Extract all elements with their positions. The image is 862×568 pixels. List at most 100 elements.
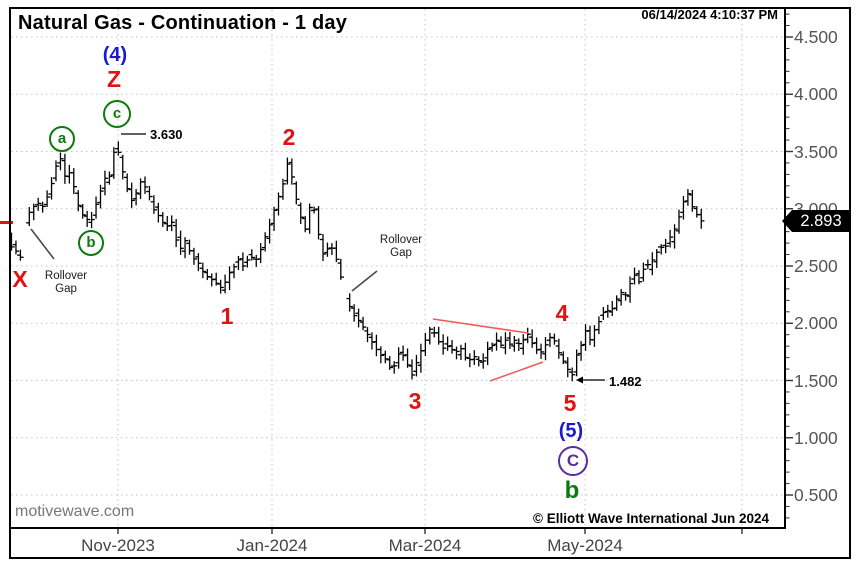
ohlc-bar bbox=[386, 356, 393, 370]
ohlc-bar bbox=[462, 342, 469, 361]
ohlc-bar bbox=[79, 204, 86, 219]
ohlc-bar bbox=[101, 170, 109, 196]
ohlc-bar bbox=[333, 240, 340, 263]
ohlc-bar bbox=[270, 206, 278, 231]
ohlc-bar bbox=[528, 329, 536, 348]
ohlc-bar bbox=[439, 334, 447, 355]
ohlc-bar bbox=[569, 367, 576, 382]
ohlc-bar bbox=[110, 147, 118, 179]
watermark: motivewave.com bbox=[15, 503, 135, 520]
ohlc-bar bbox=[150, 195, 158, 214]
ohlc-bar bbox=[244, 255, 251, 268]
ohlc-bar bbox=[444, 336, 451, 351]
ohlc-bar bbox=[475, 356, 482, 367]
gap-pointer-line bbox=[351, 270, 378, 292]
ohlc-bar bbox=[217, 279, 224, 294]
ohlc-bar bbox=[502, 332, 509, 355]
ohlc-bar bbox=[484, 341, 491, 366]
last-price-value: 2.893 bbox=[800, 212, 842, 230]
callout-arrowhead-icon bbox=[576, 376, 583, 384]
ohlc-bar bbox=[613, 295, 620, 311]
ohlc-bar bbox=[577, 341, 585, 361]
ohlc-bar bbox=[324, 242, 331, 257]
ohlc-bar bbox=[395, 347, 402, 369]
ohlc-bar bbox=[266, 218, 273, 244]
ohlc-bar bbox=[52, 160, 60, 182]
ohlc-bar bbox=[92, 196, 100, 219]
ohlc-bar bbox=[288, 158, 296, 185]
ohlc-bar bbox=[30, 203, 37, 221]
ohlc-bar bbox=[600, 306, 607, 320]
ohlc-bar bbox=[675, 209, 683, 234]
ohlc-bar bbox=[555, 338, 563, 359]
ohlc-bar bbox=[564, 357, 571, 378]
ohlc-bar bbox=[399, 345, 407, 361]
ohlc-bar bbox=[471, 350, 478, 365]
ohlc-bar bbox=[506, 331, 514, 349]
ohlc-bar bbox=[684, 189, 692, 206]
ohlc-bar bbox=[364, 327, 371, 343]
annotation-lines bbox=[0, 133, 605, 384]
ohlc-bar bbox=[146, 185, 153, 201]
ohlc-bar bbox=[573, 349, 580, 377]
ohlc-bar bbox=[230, 263, 238, 279]
ohlc-bar bbox=[97, 184, 104, 209]
ohlc-bar bbox=[190, 247, 198, 265]
ohlc-bar bbox=[355, 308, 362, 328]
copyright: © Elliott Wave International Jun 2024 bbox=[533, 511, 769, 526]
ohlc-bar bbox=[70, 168, 77, 195]
badge-arrow-icon bbox=[782, 210, 792, 232]
gridlines bbox=[11, 9, 784, 527]
ohlc-bar bbox=[181, 237, 189, 259]
plot-background[interactable] bbox=[10, 8, 785, 528]
ohlc-bar bbox=[213, 272, 220, 286]
ohlc-bar bbox=[626, 276, 634, 303]
ohlc-bar bbox=[119, 154, 126, 180]
ohlc-bar bbox=[284, 157, 291, 185]
ohlc-bar bbox=[199, 262, 207, 279]
ohlc-bar bbox=[560, 351, 567, 365]
ohlc-bar bbox=[658, 244, 665, 255]
ohlc-bar bbox=[177, 230, 184, 255]
last-price-badge: 2.893 bbox=[782, 210, 850, 232]
ohlc-bar bbox=[671, 224, 678, 249]
ohlc-bar bbox=[377, 346, 385, 364]
ohlc-bar bbox=[195, 253, 202, 272]
ohlc-bar bbox=[43, 190, 51, 207]
trendline bbox=[432, 318, 529, 334]
ohlc-bar bbox=[257, 243, 264, 264]
ohlc-bar bbox=[315, 206, 322, 240]
ohlc-bar bbox=[537, 343, 545, 359]
ohlc-bar bbox=[75, 190, 82, 212]
ohlc-bar bbox=[310, 206, 318, 214]
ohlc-bar bbox=[640, 262, 647, 282]
ohlc-bar bbox=[35, 197, 42, 211]
ohlc-bar bbox=[39, 201, 46, 213]
ohlc-bar bbox=[644, 259, 652, 270]
x-axis[interactable] bbox=[10, 528, 785, 558]
ohlc-bar bbox=[57, 152, 64, 171]
ohlc-bar bbox=[408, 359, 416, 380]
ohlc-bar bbox=[497, 336, 505, 349]
y-axis[interactable] bbox=[785, 8, 850, 528]
ohlc-bar bbox=[239, 252, 247, 272]
ohlc-bar bbox=[622, 291, 629, 301]
ohlc-bar bbox=[698, 208, 705, 229]
ohlc-bar bbox=[17, 249, 24, 261]
ohlc-bar bbox=[617, 289, 625, 306]
ohlc-bar bbox=[666, 229, 674, 248]
ohlc-bar bbox=[346, 293, 353, 312]
ohlc-bar bbox=[689, 189, 696, 212]
ohlc-bar bbox=[168, 215, 175, 232]
ohlc-bar bbox=[635, 270, 643, 285]
ohlc-bar bbox=[404, 348, 411, 368]
ohlc-bar bbox=[391, 361, 398, 374]
ohlc-bar bbox=[595, 316, 603, 335]
ohlc-bar bbox=[488, 342, 496, 352]
ohlc-bar bbox=[128, 182, 135, 208]
ohlc-bar bbox=[172, 218, 180, 248]
ohlc-bar bbox=[511, 335, 518, 352]
chart-title: Natural Gas - Continuation - 1 day bbox=[18, 12, 348, 34]
timestamp: 06/14/2024 4:10:37 PM bbox=[641, 7, 778, 22]
